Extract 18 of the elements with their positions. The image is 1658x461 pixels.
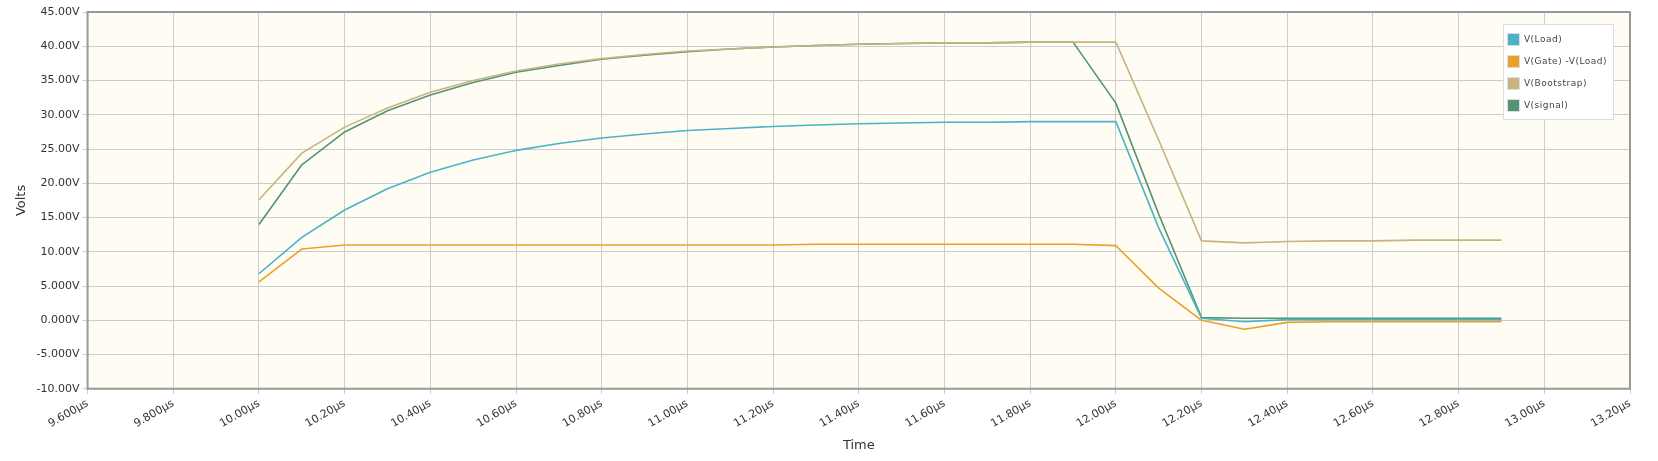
y-tick-label: 15.00V xyxy=(40,210,81,224)
y-tick-label: 20.00V xyxy=(40,176,81,190)
y-tick-label: 5.000V xyxy=(40,278,81,292)
legend-label: V(Bootstrap) xyxy=(1523,78,1587,88)
legend-label: V(signal) xyxy=(1523,100,1569,110)
y-tick-label: 35.00V xyxy=(40,73,81,87)
legend-label: V(Load) xyxy=(1523,34,1563,44)
y-tick-label: 40.00V xyxy=(40,39,81,53)
y-tick-label: -5.000V xyxy=(36,347,81,361)
y-tick-label: -10.00V xyxy=(36,381,81,395)
x-axis-title: Time xyxy=(841,436,875,452)
y-tick-label: 25.00V xyxy=(40,141,81,155)
y-axis-title: Volts xyxy=(13,184,29,217)
y-tick-label: 30.00V xyxy=(40,107,81,121)
y-tick-label: 10.00V xyxy=(40,244,81,258)
y-tick-label: 45.00V xyxy=(40,4,81,18)
y-tick-label: 0.000V xyxy=(40,313,81,327)
legend-label: V(Gate) -V(Load) xyxy=(1523,56,1607,66)
